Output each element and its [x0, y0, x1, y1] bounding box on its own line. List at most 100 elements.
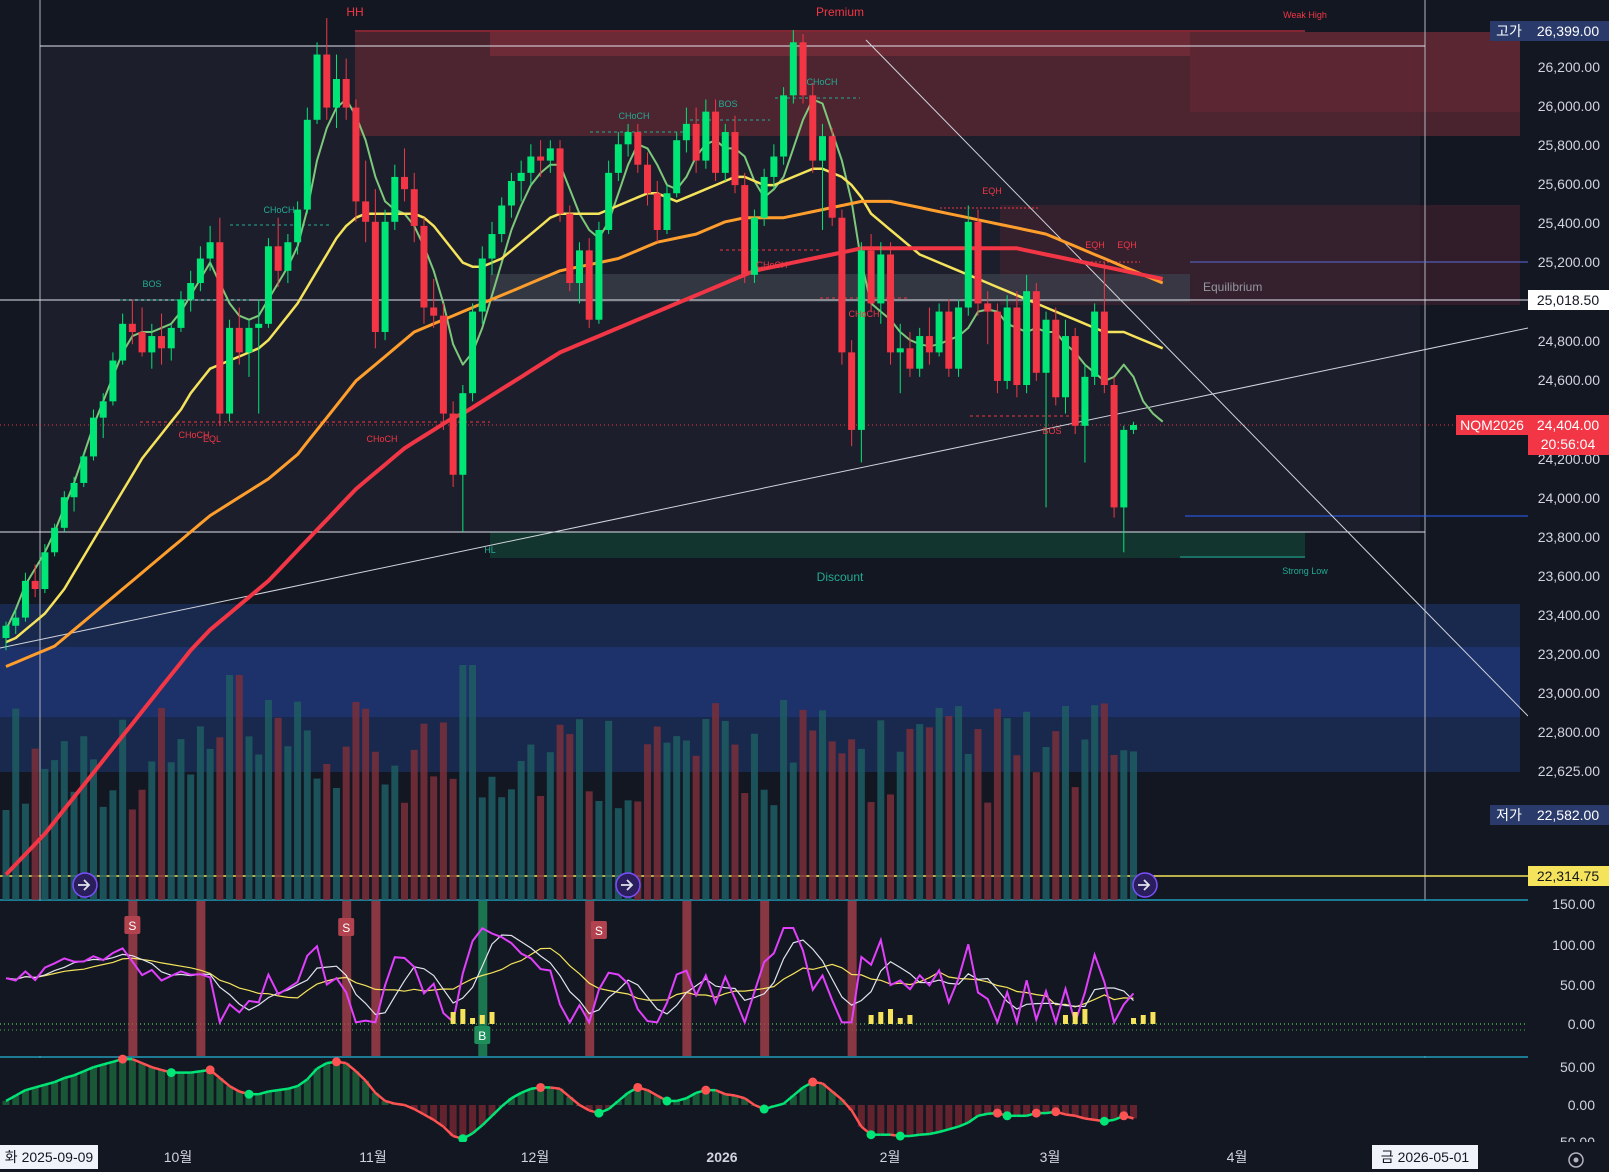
macd-segment	[725, 1092, 736, 1097]
hh-label: HH	[346, 5, 363, 19]
macd-hist-bar	[653, 1095, 661, 1105]
candle	[1071, 327, 1079, 434]
candle-body	[624, 132, 632, 145]
volume-bar	[226, 675, 234, 900]
macd-hist-bar	[916, 1105, 924, 1135]
sell-flag[interactable]: S	[124, 916, 141, 934]
macd-hist-bar	[381, 1100, 389, 1105]
macd-cross-dot	[166, 1068, 176, 1078]
macd-segment	[958, 1121, 969, 1128]
volume-bar	[342, 746, 350, 900]
macd-hist-bar	[955, 1105, 963, 1127]
volume-bar	[264, 700, 272, 900]
price-axis[interactable]: 26,200.00 26,000.00 25,800.00 25,600.00 25,4…	[1528, 0, 1609, 1150]
volume-bar	[857, 748, 865, 900]
chart-settings-icon[interactable]	[1568, 1152, 1584, 1168]
macd-hist-bar	[31, 1087, 39, 1105]
start-date-tag: 화 2025-09-09	[5, 1149, 94, 1165]
osc-yellow-bar	[460, 1009, 466, 1024]
candle-body	[799, 42, 807, 96]
candle-body	[264, 246, 272, 324]
osc-yellow-bar	[1131, 1018, 1137, 1024]
time-axis[interactable]: 화 2025-09-09 금 2026-05-01 10월 11월 12월 2026 2…	[0, 1142, 1609, 1172]
macd-hist-bar	[177, 1072, 185, 1105]
macd-segment	[938, 1128, 950, 1134]
candle-body	[857, 250, 865, 430]
macd-segment	[471, 1124, 484, 1135]
candle-body	[1061, 336, 1069, 398]
candle	[89, 409, 97, 461]
strong-low-label: Strong Low	[1282, 566, 1328, 576]
macd-segment	[345, 1062, 357, 1073]
candle	[313, 42, 321, 124]
price-tick: 23,600.00	[1538, 568, 1600, 584]
candle-body	[206, 242, 214, 259]
candle	[352, 99, 360, 222]
macd-hist-bar	[877, 1105, 885, 1135]
volume-bar	[1071, 787, 1079, 900]
candle	[605, 160, 613, 235]
volume-bar	[89, 759, 97, 900]
candle	[1032, 283, 1040, 381]
candle	[274, 217, 282, 288]
candle	[906, 331, 914, 377]
macd-segment	[919, 1132, 930, 1136]
candle-body	[420, 225, 428, 308]
macd-hist-bar	[352, 1071, 360, 1105]
end-date-tag: 금 2026-05-01	[1381, 1149, 1470, 1165]
volume-bar	[789, 762, 797, 900]
osc-signal-bands	[128, 901, 857, 1056]
macd-hist-bar	[537, 1087, 545, 1105]
candle	[867, 234, 875, 312]
macd-segment	[792, 1086, 804, 1097]
price-tick: 25,400.00	[1538, 215, 1600, 231]
candle-body	[313, 54, 321, 120]
macd-segment	[840, 1098, 853, 1112]
macd-hist-bar	[1100, 1105, 1108, 1122]
macd-hist-bar	[818, 1083, 826, 1105]
macd-hist-bar	[1081, 1105, 1089, 1119]
macd-segment	[520, 1087, 532, 1095]
candle	[634, 123, 642, 173]
level-25018-tag: 25,018.50	[1537, 292, 1599, 308]
candle	[177, 291, 185, 332]
macd-segment	[151, 1065, 162, 1072]
candle-body	[556, 148, 564, 214]
bos-label-2: BOS	[718, 99, 737, 109]
session-marker-3[interactable]	[1132, 872, 1158, 898]
macd-hist-bar	[964, 1105, 972, 1123]
sell-flag[interactable]: S	[590, 921, 607, 939]
time-axis-background	[0, 1142, 1609, 1172]
volume-bar	[906, 728, 914, 900]
candle-body	[469, 311, 477, 394]
volume-bar	[410, 749, 418, 900]
buy-flag[interactable]: B	[474, 1026, 491, 1044]
session-marker-2[interactable]	[615, 872, 641, 898]
candle-body	[226, 327, 234, 414]
osc-lines	[5, 927, 1156, 1027]
candle-body	[1003, 307, 1011, 381]
macd-hist-bar	[546, 1087, 554, 1105]
candle-body	[566, 213, 574, 284]
macd-hist-bar	[857, 1105, 865, 1127]
candle-body	[410, 189, 418, 226]
candle-body	[1023, 291, 1031, 386]
high-tag-value: 26,399.00	[1537, 23, 1599, 39]
volume-bar	[352, 702, 360, 900]
osc-yellow-bar	[1062, 1015, 1068, 1024]
candle-body	[80, 456, 88, 483]
sell-flag[interactable]: S	[338, 918, 355, 936]
volume-bar	[80, 736, 88, 900]
candle	[128, 299, 136, 345]
candle	[206, 225, 214, 271]
candle	[984, 291, 992, 345]
sell-signal-band	[128, 901, 138, 1056]
candle-body	[303, 119, 311, 210]
volume-bar	[848, 739, 856, 900]
session-marker-1[interactable]	[72, 872, 98, 898]
candle-body	[401, 176, 409, 190]
macd-hist-bar	[196, 1071, 204, 1105]
volume-bar	[362, 708, 370, 900]
